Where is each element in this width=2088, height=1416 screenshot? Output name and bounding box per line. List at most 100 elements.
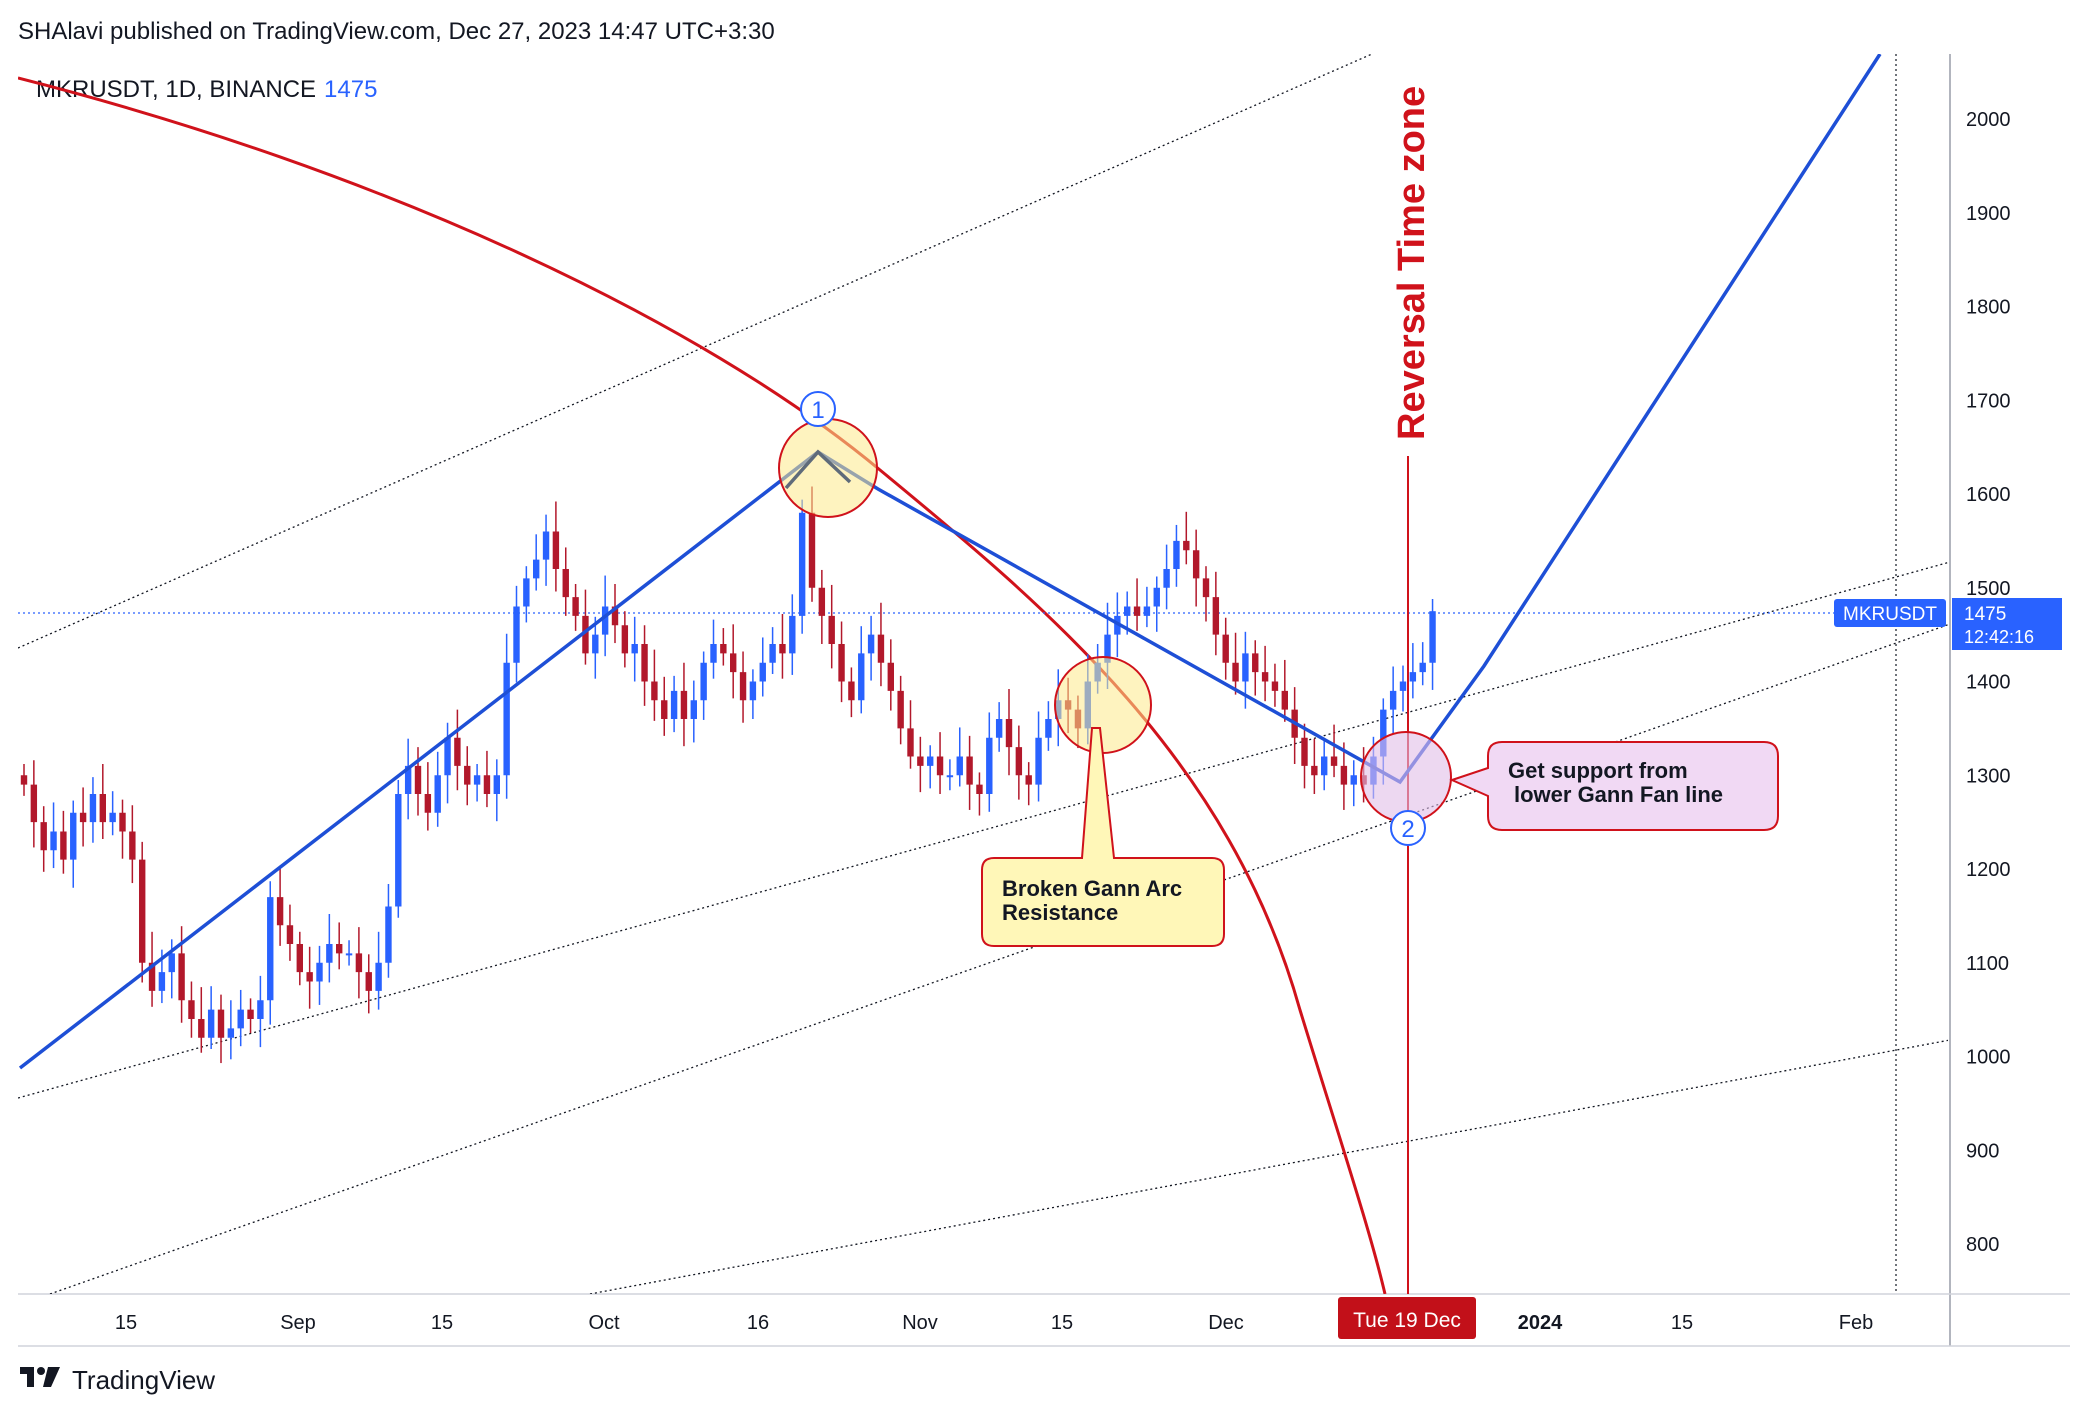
- candle-body: [20, 775, 28, 785]
- candle-body: [1261, 672, 1269, 682]
- candle-body: [582, 615, 589, 654]
- candle-body: [759, 662, 766, 682]
- price-tick-label: 900: [1966, 1140, 1999, 1162]
- candle-body: [1419, 662, 1426, 673]
- candle-body: [858, 653, 865, 701]
- candle-body: [40, 822, 47, 851]
- candle-body: [247, 1009, 254, 1019]
- candle-body: [533, 559, 540, 579]
- candle-body: [1232, 662, 1239, 682]
- candle-body: [296, 944, 303, 973]
- candle-body: [572, 597, 579, 616]
- date-highlight: Tue 19 Dec: [1338, 1297, 1476, 1339]
- candle-body: [670, 690, 678, 719]
- support-callout[interactable]: Get support from lower Gann Fan line: [1449, 741, 1779, 831]
- candle-body: [404, 765, 412, 794]
- candle-body: [1173, 540, 1180, 569]
- candle-body: [986, 737, 993, 794]
- symbol-legend[interactable]: MKRUSDT, 1D, BINANCE 1475: [36, 76, 377, 104]
- candle-body: [257, 1000, 264, 1019]
- candle-body: [148, 962, 156, 991]
- candle-body: [907, 728, 914, 757]
- candle-body: [424, 794, 432, 813]
- candle-body: [1192, 550, 1200, 579]
- candle-body: [1104, 634, 1111, 663]
- candle-body: [336, 944, 343, 954]
- price-tick-label: 1900: [1966, 203, 2011, 225]
- gann-fan-line-lower: [49, 624, 1948, 1294]
- time-tick-label: 16: [747, 1312, 769, 1334]
- price-tick-label: 1200: [1966, 859, 2011, 881]
- candle-body: [867, 634, 875, 654]
- candle-body: [414, 765, 422, 794]
- candle-body: [661, 700, 668, 719]
- candle-body: [1202, 578, 1210, 598]
- candle-body: [188, 1000, 195, 1019]
- candle-body: [1153, 587, 1160, 607]
- wave-marker-2: 2: [1390, 810, 1426, 846]
- candle-body: [158, 972, 166, 991]
- candle-body: [749, 681, 757, 701]
- candle-body: [1281, 690, 1288, 710]
- arc-callout[interactable]: Broken Gann Arc Resistance: [981, 727, 1225, 947]
- price-tick-label: 1500: [1966, 578, 2011, 600]
- time-tick-label: Dec: [1208, 1312, 1244, 1334]
- candle-body: [710, 644, 717, 663]
- time-tick-label: Feb: [1839, 1312, 1873, 1334]
- price-axis[interactable]: 800 900 1000 1100 1200 1300 1400 1500 1600 1700 18…: [1966, 109, 2011, 1256]
- svg-text:12:42:16: 12:42:16: [1964, 627, 2034, 647]
- candle-body: [1389, 690, 1397, 710]
- candle-body: [1025, 775, 1032, 785]
- candle-body: [1212, 597, 1220, 635]
- svg-text:1: 1: [811, 397, 824, 424]
- candle-body: [1143, 606, 1151, 616]
- candle-body: [690, 700, 697, 719]
- candle-body: [946, 775, 954, 778]
- candle-body: [139, 859, 146, 963]
- price-tick-label: 1000: [1966, 1047, 2011, 1069]
- candle-body: [1311, 765, 1318, 776]
- gann-arc: [18, 76, 1387, 1294]
- candle-body: [1035, 737, 1042, 785]
- candle-body: [1330, 756, 1338, 766]
- svg-text:2: 2: [1401, 816, 1414, 843]
- candle-body: [995, 719, 1003, 738]
- candle-body: [542, 531, 550, 560]
- time-tick-label: 15: [1671, 1312, 1693, 1334]
- reversal-time-zone-label: Reversal Time zone: [1391, 86, 1433, 440]
- candle-body: [1380, 709, 1387, 757]
- candle-body: [326, 944, 333, 963]
- price-tick-label: 1800: [1966, 297, 2011, 319]
- candle-body: [483, 775, 491, 794]
- candle-body: [976, 784, 983, 794]
- time-tick-label: Nov: [902, 1312, 938, 1334]
- candle-body: [552, 531, 560, 569]
- price-tick-label: 1700: [1966, 390, 2011, 412]
- candle-body: [355, 953, 363, 973]
- candle-body: [1399, 681, 1407, 691]
- footer-brand[interactable]: TradingView: [18, 1364, 215, 1396]
- candle-body: [798, 512, 806, 616]
- candle-body: [50, 831, 57, 851]
- candle-body: [119, 812, 126, 832]
- candle-body: [680, 690, 688, 719]
- gann-fan-line-bottom: [589, 1039, 1948, 1294]
- candle-body: [178, 953, 185, 1001]
- candle-body: [513, 606, 520, 663]
- candle-body: [1409, 672, 1417, 682]
- time-tick-label: 15: [115, 1312, 137, 1334]
- candle-body: [1350, 775, 1357, 785]
- candle-body: [838, 644, 845, 682]
- candle-body: [523, 578, 530, 607]
- time-axis[interactable]: 15 Sep 15 Oct 16 Nov 15 Dec 2024 15 Feb: [115, 1312, 1873, 1334]
- gann-fan-line-upper: [18, 561, 1948, 1099]
- candle-body: [1133, 606, 1141, 616]
- peak-marker-shape: [784, 449, 852, 490]
- candle-body: [956, 756, 963, 776]
- candle-body: [1429, 611, 1436, 663]
- publisher-header: SHAlavi published on TradingView.com, De…: [18, 18, 775, 45]
- candle-body: [129, 831, 136, 860]
- candle-body: [1045, 719, 1052, 738]
- candle-body: [621, 625, 629, 654]
